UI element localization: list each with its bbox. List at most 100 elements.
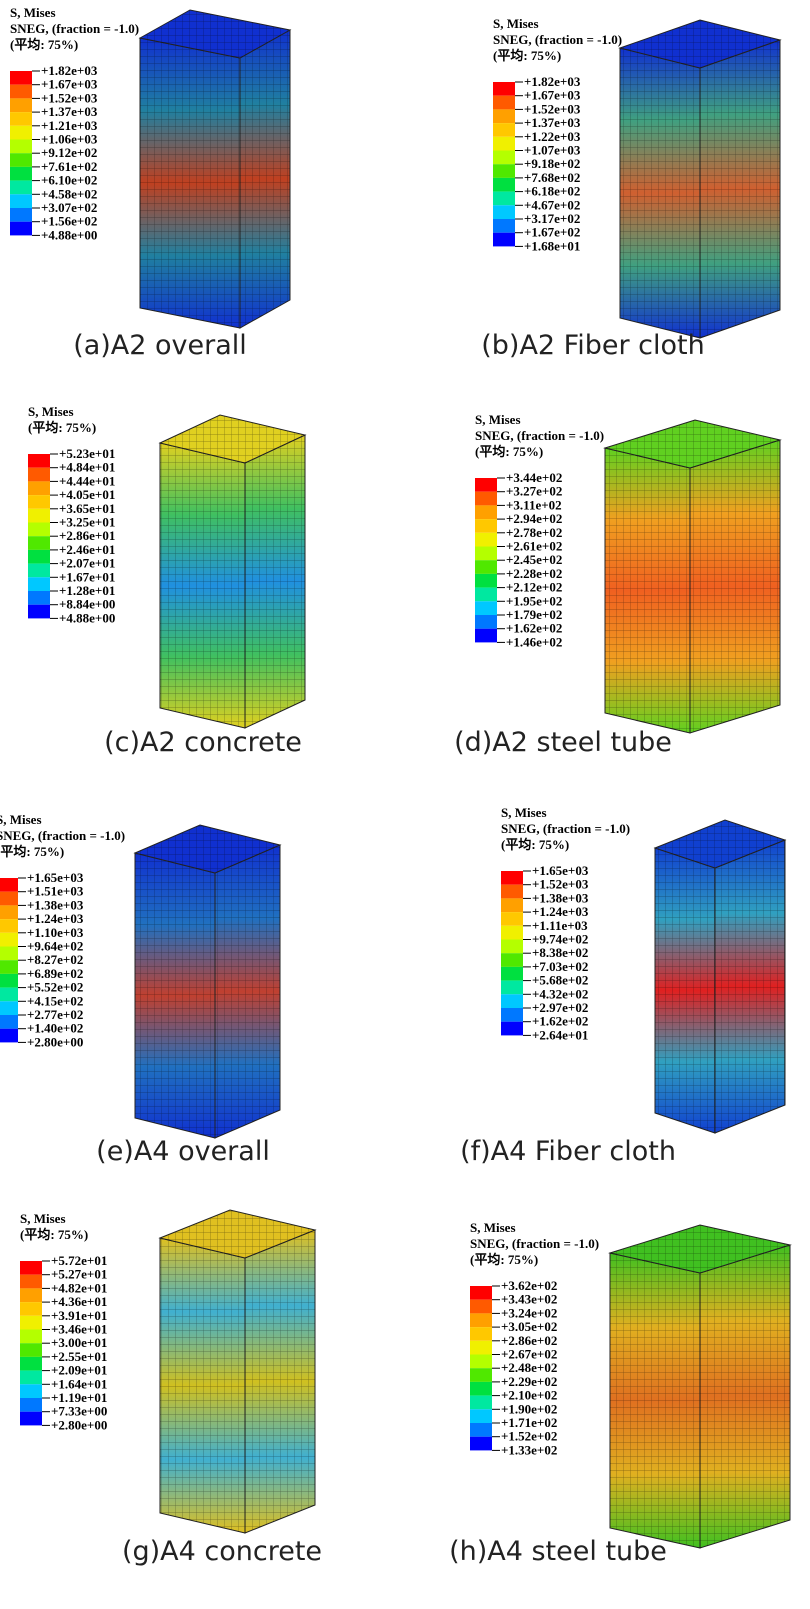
legend-swatch xyxy=(493,192,515,206)
legend-swatch xyxy=(501,885,523,899)
legend-label: +1.46e+02 xyxy=(506,634,562,649)
legend-swatch xyxy=(28,564,50,578)
legend-swatch xyxy=(20,1398,42,1412)
legend-swatch xyxy=(20,1261,42,1275)
legend-swatch xyxy=(0,1029,18,1043)
legend-swatch xyxy=(470,1396,492,1410)
legend-swatch xyxy=(493,219,515,233)
legend-swatch xyxy=(475,492,497,506)
column-front-mesh xyxy=(135,853,215,1138)
legend-swatch xyxy=(28,536,50,550)
legend-header: S, Mises xyxy=(493,16,539,31)
column-side-mesh xyxy=(215,845,280,1138)
legend-swatch xyxy=(0,892,18,906)
legend-swatch xyxy=(0,988,18,1002)
legend-swatch xyxy=(0,933,18,947)
legend-header: (平均: 75%) xyxy=(475,444,543,459)
caption: (c)A2 concrete xyxy=(104,727,302,758)
legend-swatch xyxy=(10,126,32,140)
legend-swatch xyxy=(501,871,523,885)
column-side-mesh xyxy=(245,1230,315,1533)
legend-swatch xyxy=(470,1327,492,1341)
legend-header: SNEG, (fraction = -1.0) xyxy=(475,428,604,443)
legend-swatch xyxy=(493,96,515,110)
legend-swatch xyxy=(10,208,32,222)
legend-swatch xyxy=(501,967,523,981)
legend-swatch xyxy=(470,1423,492,1437)
legend-swatch xyxy=(28,495,50,509)
legend-header: (平均: 75%) xyxy=(493,48,561,63)
legend-swatch xyxy=(475,629,497,643)
legend-swatch xyxy=(28,605,50,619)
legend-swatch xyxy=(20,1371,42,1385)
legend-header: SNEG, (fraction = -1.0) xyxy=(501,821,630,836)
caption: (d)A2 steel tube xyxy=(454,727,672,758)
legend-swatch xyxy=(470,1437,492,1451)
legend-header: S, Mises xyxy=(10,5,56,20)
panel: S, MisesSNEG, (fraction = -1.0)(平均: 75%)… xyxy=(10,5,290,361)
legend-swatch xyxy=(493,123,515,137)
legend-swatch xyxy=(501,953,523,967)
legend-swatch xyxy=(475,615,497,629)
legend-header: (平均: 75%) xyxy=(501,837,569,852)
column-side-mesh xyxy=(240,30,290,328)
column-side-mesh xyxy=(245,435,305,728)
legend-swatch xyxy=(493,205,515,219)
legend-swatch xyxy=(470,1341,492,1355)
legend-swatch xyxy=(28,509,50,523)
column-front-mesh xyxy=(655,848,715,1133)
legend-swatch xyxy=(501,898,523,912)
legend-header: S, Mises xyxy=(475,412,521,427)
column-side-mesh xyxy=(700,1245,790,1548)
legend-swatch xyxy=(501,1022,523,1036)
column-front-mesh xyxy=(605,448,690,733)
legend-swatch xyxy=(501,940,523,954)
legend-swatch xyxy=(20,1412,42,1426)
caption: (h)A4 steel tube xyxy=(449,1536,667,1567)
legend-header: (平均: 75%) xyxy=(470,1252,538,1267)
column-front-mesh xyxy=(160,443,245,728)
panel: S, Mises(平均: 75%)+5.72e+01+5.27e+01+4.82… xyxy=(20,1210,322,1567)
legend-header: (平均: 75%) xyxy=(0,844,64,859)
legend-swatch xyxy=(470,1368,492,1382)
legend-swatch xyxy=(28,481,50,495)
legend-swatch xyxy=(470,1300,492,1314)
legend-swatch xyxy=(501,912,523,926)
legend-swatch xyxy=(501,981,523,995)
legend-header: S, Mises xyxy=(20,1211,66,1226)
legend-swatch xyxy=(10,98,32,112)
legend-swatch xyxy=(10,181,32,195)
column-front-mesh xyxy=(140,38,240,328)
legend-swatch xyxy=(28,468,50,482)
legend-swatch xyxy=(475,588,497,602)
legend-swatch xyxy=(0,905,18,919)
legend-swatch xyxy=(470,1409,492,1423)
legend-swatch xyxy=(20,1357,42,1371)
legend-swatch xyxy=(470,1286,492,1300)
column-front-mesh xyxy=(620,48,700,338)
legend-swatch xyxy=(28,523,50,537)
column-side-mesh xyxy=(715,840,785,1133)
legend-label: +2.64e+01 xyxy=(532,1027,588,1042)
legend-swatch xyxy=(470,1355,492,1369)
legend-swatch xyxy=(0,878,18,892)
legend-swatch xyxy=(493,82,515,96)
legend-swatch xyxy=(10,140,32,154)
legend-swatch xyxy=(20,1275,42,1289)
legend-swatch xyxy=(493,233,515,247)
column-front-mesh xyxy=(160,1238,245,1533)
legend-header: S, Mises xyxy=(501,805,547,820)
legend-swatch xyxy=(10,167,32,181)
legend-header: SNEG, (fraction = -1.0) xyxy=(493,32,622,47)
caption: (e)A4 overall xyxy=(96,1136,270,1167)
legend-swatch xyxy=(475,533,497,547)
legend-swatch xyxy=(20,1288,42,1302)
legend-swatch xyxy=(10,153,32,167)
legend-label: +1.68e+01 xyxy=(524,238,580,253)
legend-header: SNEG, (fraction = -1.0) xyxy=(470,1236,599,1251)
legend-swatch xyxy=(0,1015,18,1029)
legend-swatch xyxy=(28,577,50,591)
legend-swatch xyxy=(470,1382,492,1396)
